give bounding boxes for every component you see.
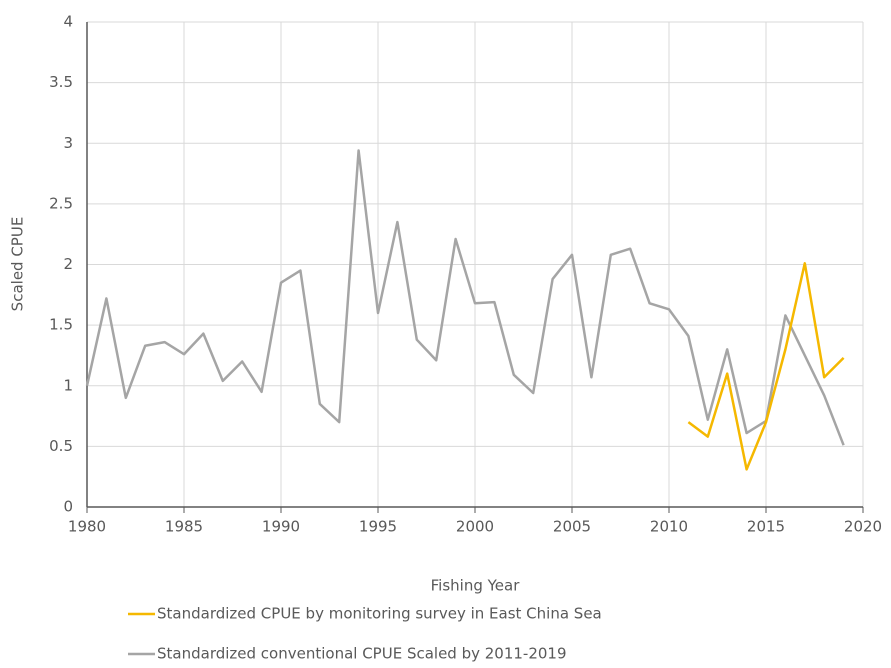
y-axis-label: Scaled CPUE (9, 217, 27, 312)
y-tick-label: 2.5 (49, 194, 73, 212)
x-tick-label: 2015 (747, 518, 785, 536)
x-tick-label: 2020 (844, 518, 882, 536)
x-tick-label: 1990 (262, 518, 300, 536)
series-line (85, 149, 845, 446)
x-tick-label: 2000 (456, 518, 494, 536)
y-tick-label: 1 (63, 376, 73, 394)
x-axis-label: Fishing Year (431, 577, 521, 595)
y-tick-label: 3.5 (49, 73, 73, 91)
y-tick-label: 0.5 (49, 437, 73, 455)
y-tick-label: 4 (63, 13, 73, 31)
series-line (687, 262, 845, 471)
x-tick-label: 1985 (165, 518, 203, 536)
y-tick-label: 1.5 (49, 316, 73, 334)
legend-label: Standardized conventional CPUE Scaled by… (157, 645, 567, 663)
y-tick-label: 0 (63, 498, 73, 516)
x-tick-label: 1995 (359, 518, 397, 536)
x-tick-label: 1980 (68, 518, 106, 536)
x-tick-label: 2010 (650, 518, 688, 536)
x-tick-label: 2005 (553, 518, 591, 536)
y-tick-label: 2 (63, 255, 73, 273)
legend-label: Standardized CPUE by monitoring survey i… (157, 605, 602, 623)
y-tick-label: 3 (63, 134, 73, 152)
